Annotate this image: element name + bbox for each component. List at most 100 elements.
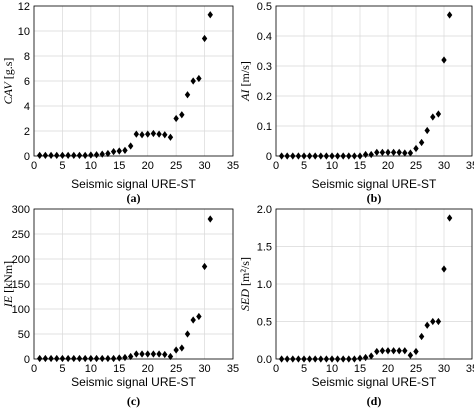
- data-point: [105, 149, 111, 158]
- data-point: [301, 355, 307, 363]
- data-point: [334, 355, 341, 363]
- x-tick-label: 0: [273, 363, 279, 375]
- x-tick-label: 30: [198, 363, 210, 375]
- data-point: [76, 151, 83, 159]
- x-tick-label: 5: [301, 363, 307, 375]
- data-point: [162, 350, 168, 359]
- data-point: [357, 152, 363, 160]
- data-point: [65, 151, 71, 159]
- data-point: [390, 148, 397, 156]
- data-point: [346, 355, 352, 363]
- data-point: [290, 355, 296, 363]
- data-point: [162, 131, 168, 139]
- y-tick-label: 250: [12, 229, 30, 241]
- data-point: [390, 347, 397, 355]
- data-point: [190, 316, 196, 324]
- data-point: [441, 265, 447, 273]
- x-tick-label: 5: [59, 363, 65, 375]
- data-point: [201, 34, 208, 43]
- data-point: [362, 150, 369, 159]
- data-point: [105, 354, 111, 363]
- data-point: [407, 351, 414, 359]
- data-point: [184, 330, 191, 338]
- data-point: [207, 215, 213, 223]
- data-point: [71, 151, 77, 159]
- data-point: [42, 151, 49, 159]
- x-tick-label: 35: [227, 160, 239, 172]
- data-point: [430, 317, 436, 326]
- x-tick-label: 10: [85, 363, 97, 375]
- y-tick-label: 2.0: [257, 204, 272, 216]
- y-tick-label: 0: [24, 354, 30, 366]
- data-point: [110, 354, 117, 363]
- plot-frame: [33, 5, 234, 157]
- data-point: [306, 355, 313, 363]
- data-point: [82, 151, 88, 159]
- data-point: [323, 152, 330, 160]
- data-point: [290, 152, 296, 160]
- y-axis-label-unit: [m/s]: [238, 61, 252, 89]
- x-axis-label: Seismic signal URE-ST: [71, 375, 196, 389]
- data-point: [284, 152, 290, 160]
- x-tick-label: 15: [354, 363, 366, 375]
- data-point: [116, 147, 122, 155]
- x-axis-label: Seismic signal URE-ST: [312, 375, 437, 389]
- y-tick-label: 300: [12, 204, 30, 216]
- data-point: [167, 133, 174, 141]
- x-tick-label: 30: [438, 160, 450, 172]
- data-point: [413, 347, 419, 356]
- y-tick-label: 0: [24, 151, 30, 163]
- y-tick-label: 0.3: [257, 61, 272, 73]
- y-axis-label: CAV [g.s]: [1, 58, 15, 105]
- data-point: [379, 347, 386, 355]
- data-point: [424, 321, 430, 329]
- y-tick-label: 12: [18, 1, 30, 13]
- data-point: [430, 113, 436, 121]
- y-axis-label-main: CAV: [1, 81, 15, 105]
- x-axis-label: Seismic signal URE-ST: [71, 177, 196, 191]
- plot-frame: [275, 208, 473, 360]
- data-point: [139, 131, 145, 139]
- x-tick-label: 15: [113, 160, 125, 172]
- y-tick-label: 4: [24, 101, 30, 113]
- data-point: [312, 355, 318, 363]
- data-point: [351, 152, 358, 160]
- data-point: [340, 152, 346, 160]
- data-point: [385, 148, 391, 156]
- data-point: [156, 130, 162, 138]
- data-point: [82, 354, 88, 363]
- data-point: [402, 347, 408, 355]
- data-point: [207, 11, 213, 19]
- data-point: [54, 151, 60, 159]
- x-tick-label: 15: [354, 160, 366, 172]
- y-tick-label: 2: [24, 126, 30, 138]
- y-tick-label: 150: [12, 279, 30, 291]
- x-tick-label: 0: [31, 160, 37, 172]
- data-point: [133, 130, 140, 138]
- panel-1: 0 5 10 15 20 25 30 35 0 0.1 0.2 0.3 0.4 0.5 Seismic si…: [238, 1, 474, 205]
- data-point: [139, 350, 145, 358]
- x-tick-label: 35: [227, 363, 239, 375]
- x-tick-label: 5: [301, 160, 307, 172]
- data-point: [318, 355, 324, 363]
- y-tick-label: 0: [266, 151, 272, 163]
- data-point: [334, 152, 341, 160]
- y-tick-label: 1.0: [257, 279, 272, 291]
- data-point: [435, 110, 442, 118]
- y-tick-label: 200: [12, 254, 30, 266]
- data-point: [122, 146, 128, 154]
- data-point: [318, 152, 324, 160]
- panel-3: 0 5 10 15 20 25 30 35 0.0 0.5 1.0 1.5 2.0 Seismic sig…: [238, 204, 474, 408]
- data-point: [396, 347, 402, 355]
- data-point: [413, 144, 419, 153]
- x-tick-label: 20: [382, 363, 394, 375]
- data-point: [418, 138, 425, 147]
- data-point: [284, 355, 290, 363]
- y-tick-label: 0.4: [257, 31, 272, 43]
- x-tick-label: 35: [466, 363, 474, 375]
- y-tick-label: 0.5: [257, 317, 272, 329]
- y-tick-label: 0.2: [257, 91, 272, 103]
- data-point: [295, 152, 302, 160]
- data-point: [346, 152, 352, 160]
- data-point: [127, 142, 134, 150]
